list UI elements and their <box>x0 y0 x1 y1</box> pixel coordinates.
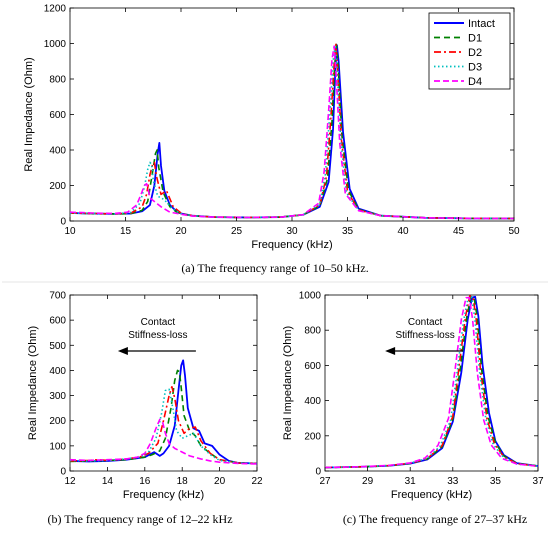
y-tick-label: 100 <box>49 441 66 452</box>
x-tick-label: 27 <box>319 476 331 487</box>
plot-frame <box>324 294 539 472</box>
y-tick-label: 400 <box>49 366 66 377</box>
legend-label-d4: D4 <box>468 76 482 88</box>
caption-b: (b) The frequency range of 12–22 kHz <box>47 512 232 526</box>
x-tick-label: 18 <box>177 476 189 487</box>
series-group <box>70 43 514 220</box>
y-axis-label: Real Impedance (Ohm) <box>23 57 35 171</box>
chart-a: 10 15 20 25 30 35 40 45 50 0 200 400 600 800 1000 1200 F… <box>23 4 520 276</box>
x-tick-label: 15 <box>120 226 132 237</box>
x-tick-label: 10 <box>64 226 76 237</box>
x-tick-label: 30 <box>286 226 298 237</box>
series-line-d3 <box>325 295 538 469</box>
y-tick-label: 400 <box>49 146 66 157</box>
y-axis-label: Real Impedance (Ohm) <box>282 326 294 440</box>
x-tick-label: 45 <box>453 226 465 237</box>
series-line-d2 <box>70 385 257 465</box>
annotation-line2: Stiffness-loss <box>128 330 187 341</box>
y-tick-label: 400 <box>304 396 321 407</box>
caption-tag: (c) <box>343 512 356 526</box>
y-tick-label: 0 <box>315 467 321 478</box>
caption-tag: (a) <box>181 261 194 275</box>
y-tick-label: 200 <box>49 181 66 192</box>
y-tick-label: 600 <box>49 316 66 327</box>
series-group <box>325 295 538 469</box>
x-tick-label: 14 <box>102 476 114 487</box>
series-line-d4 <box>70 418 257 465</box>
legend: Intact D1 D2 D3 D4 <box>428 12 511 90</box>
y-tick-label: 600 <box>49 110 66 121</box>
annotation: Contact Stiffness-loss <box>385 317 464 355</box>
y-tick-label: 200 <box>304 431 321 442</box>
x-axis-label: Frequency (kHz) <box>123 489 204 501</box>
series-line-d4 <box>70 45 514 220</box>
x-tick-label: 25 <box>231 226 243 237</box>
series-line-d4 <box>325 296 538 469</box>
y-tick-label: 800 <box>304 326 321 337</box>
legend-label-d1: D1 <box>468 33 482 45</box>
y-tick-label: 0 <box>60 217 66 228</box>
y-tick-label: 800 <box>49 75 66 86</box>
annotation-line1: Contact <box>141 317 176 328</box>
x-tick-label: 12 <box>64 476 76 487</box>
caption-tag: (b) <box>47 512 61 526</box>
annotation-arrow-head-icon <box>385 347 396 355</box>
x-tick-label: 35 <box>490 476 502 487</box>
annotation-line1: Contact <box>408 317 443 328</box>
annotation-line2: Stiffness-loss <box>395 330 454 341</box>
legend-label-d3: D3 <box>468 62 482 74</box>
y-tick-label: 300 <box>49 391 66 402</box>
y-tick-label: 600 <box>304 361 321 372</box>
x-tick-label: 37 <box>532 476 544 487</box>
y-tick-label: 1000 <box>44 39 67 50</box>
legend-label-d2: D2 <box>468 47 482 59</box>
x-tick-label: 22 <box>251 476 263 487</box>
annotation: Contact Stiffness-loss <box>117 317 196 355</box>
series-group <box>70 359 257 465</box>
x-axis-label: Frequency (kHz) <box>391 489 472 501</box>
caption-text: The frequency range of 27–37 kHz <box>356 512 527 526</box>
x-tick-label: 40 <box>397 226 409 237</box>
series-line-d2 <box>70 43 514 220</box>
caption-c: (c) The frequency range of 27–37 kHz <box>343 512 527 526</box>
chart-c: 27 29 31 33 35 37 0 200 400 600 800 1000 Frequency (… <box>282 291 544 527</box>
x-tick-label: 29 <box>362 476 374 487</box>
y-tick-label: 0 <box>60 467 66 478</box>
x-tick-label: 50 <box>508 226 520 237</box>
legend-box <box>428 12 511 90</box>
x-tick-label: 20 <box>214 476 226 487</box>
plot-frame <box>69 294 258 472</box>
x-tick-label: 31 <box>405 476 417 487</box>
chart-b: 12 14 16 18 20 22 0 100 200 300 400 500 600 700 Freque… <box>27 291 263 527</box>
x-tick-label: 16 <box>139 476 151 487</box>
y-tick-label: 1200 <box>44 4 67 15</box>
x-tick-label: 20 <box>175 226 187 237</box>
x-tick-label: 35 <box>342 226 354 237</box>
y-tick-label: 500 <box>49 341 66 352</box>
y-tick-label: 1000 <box>299 291 322 302</box>
caption-text: The frequency range of 12–22 kHz <box>61 512 232 526</box>
legend-label-intact: Intact <box>468 18 495 30</box>
caption-text: The frequency range of 10–50 kHz. <box>195 261 369 275</box>
x-tick-label: 33 <box>447 476 459 487</box>
caption-a: (a) The frequency range of 10–50 kHz. <box>181 261 368 275</box>
y-axis-label: Real Impedance (Ohm) <box>27 326 39 440</box>
x-axis-label: Frequency (kHz) <box>251 239 332 251</box>
y-tick-label: 200 <box>49 416 66 427</box>
y-tick-label: 700 <box>49 291 66 302</box>
annotation-arrow-head-icon <box>117 347 128 355</box>
